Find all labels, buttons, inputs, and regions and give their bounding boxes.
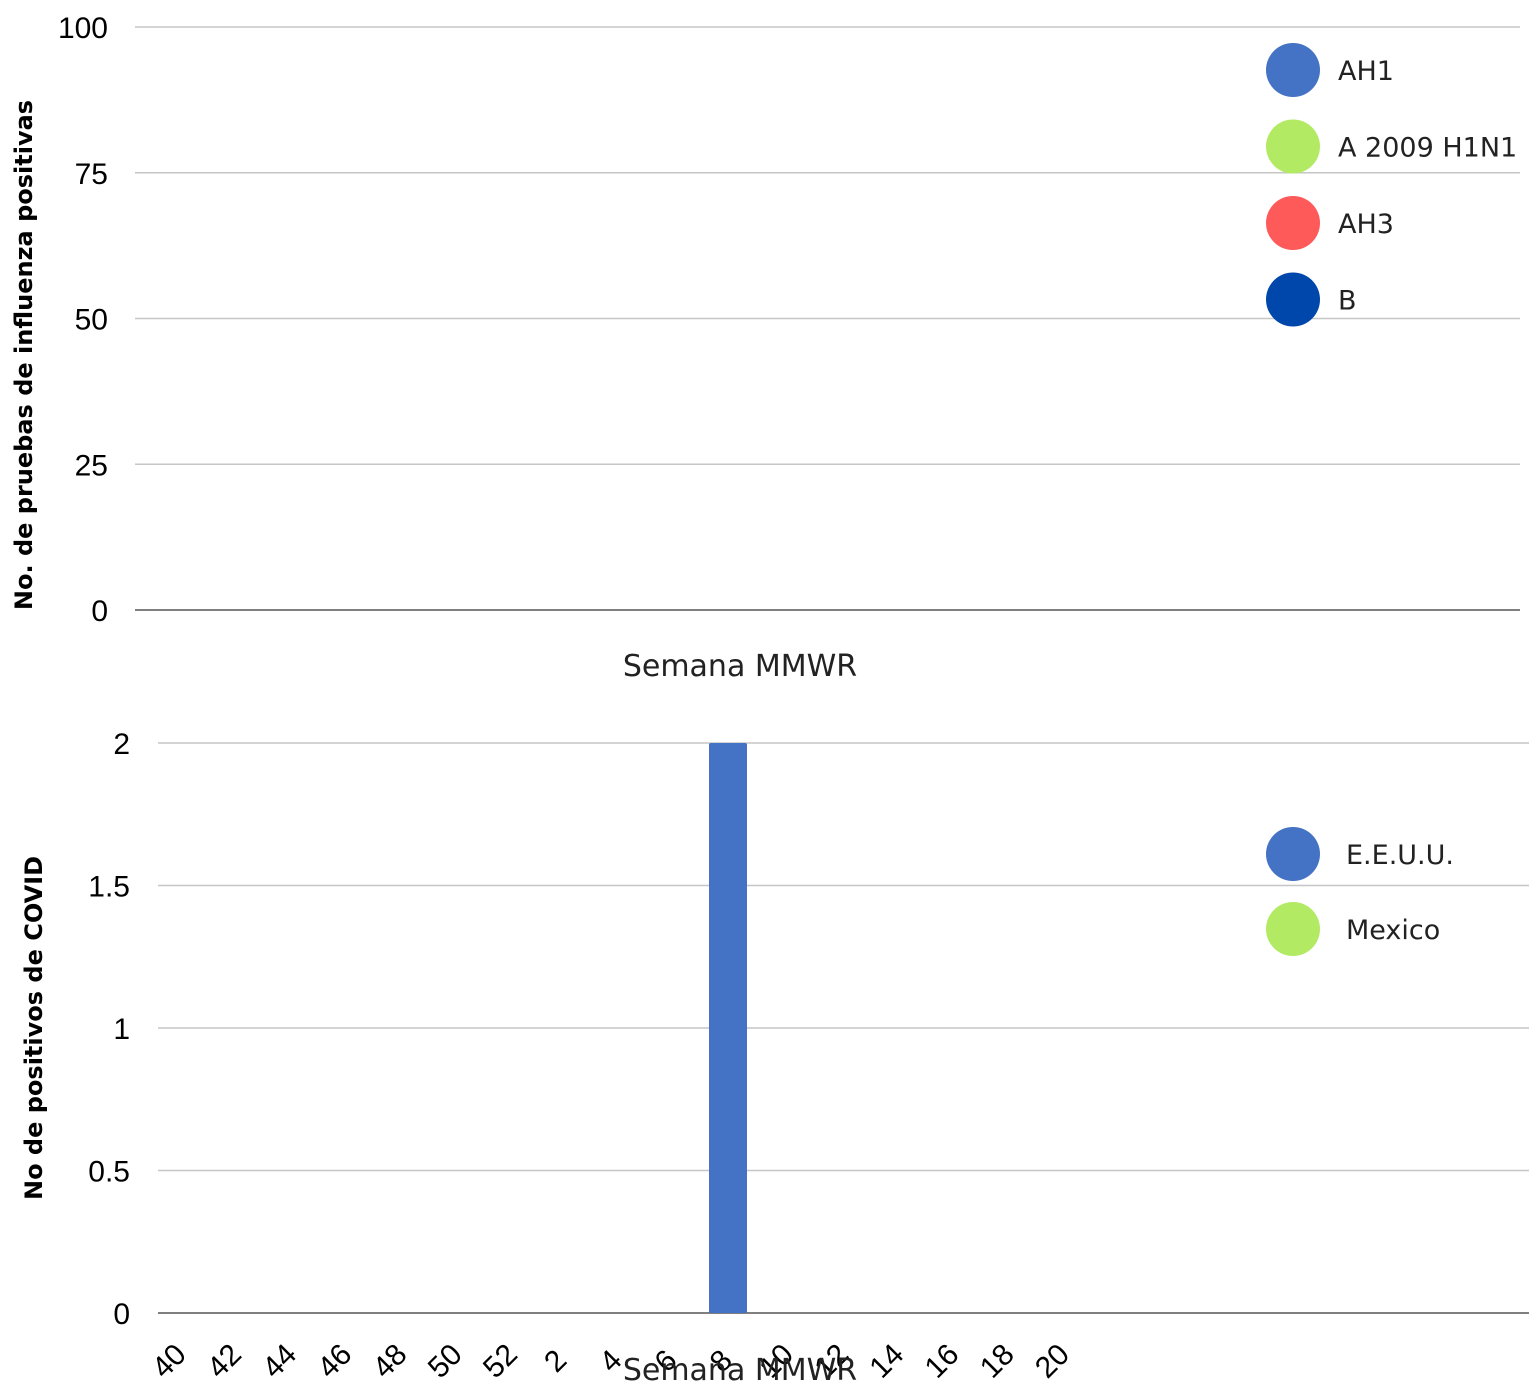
influenza-y-tick-label: 100 [58, 12, 108, 45]
covid-y-axis-title: No de positivos de COVID [20, 856, 48, 1200]
covid-y-tick-label: 1.5 [88, 871, 130, 904]
covid-legend-marker [1266, 902, 1320, 956]
covid-bars [709, 743, 747, 1313]
covid-y-ticks: 0 0.5 1 1.5 2 [88, 728, 130, 1331]
influenza-y-axis-title: No. de pruebas de influenza positivas [10, 100, 38, 610]
covid-x-ticks: 40 42 44 46 48 50 52 2 4 6 8 10 12 14 16 18 20 [146, 1338, 1076, 1385]
covid-x-tick-label: 42 [201, 1338, 248, 1385]
covid-gridlines [158, 742, 1529, 1314]
covid-x-tick-label: 16 [919, 1338, 966, 1385]
influenza-y-tick-label: 25 [75, 449, 108, 482]
covid-chart: 00.511.52 40 42 44 46 48 50 52 2 4 6 8 10 12 14 16 18 20… [20, 728, 1529, 1388]
influenza-x-axis-title: Semana MMWR [623, 649, 857, 684]
covid-x-tick-label: 48 [367, 1338, 414, 1385]
influenza-legend-label: B [1338, 286, 1357, 317]
covid-y-tick-label: 0.5 [88, 1156, 130, 1189]
influenza-chart: 0 25 50 75 100 No. de pruebas de influenza p… [10, 12, 1520, 684]
covid-legend-label: Mexico [1346, 915, 1440, 946]
influenza-y-ticks: 0 25 50 75 100 [58, 12, 108, 628]
covid-legend-label: E.E.U.U. [1346, 840, 1454, 871]
covid-legend: E.E.U.U. Mexico [1266, 827, 1454, 956]
influenza-y-tick-label: 0 [91, 595, 108, 628]
influenza-legend-marker [1266, 43, 1320, 97]
influenza-gridlines [135, 26, 1520, 611]
covid-x-tick-label: 50 [422, 1338, 469, 1385]
influenza-legend-marker [1266, 119, 1320, 174]
covid-y-tick-label: 2 [113, 728, 130, 761]
covid-x-tick-label: 20 [1029, 1338, 1076, 1385]
influenza-y-tick-label: 75 [75, 158, 108, 191]
covid-bar [709, 743, 747, 1313]
covid-legend-marker [1266, 827, 1320, 881]
covid-x-tick-label: 46 [311, 1338, 358, 1385]
influenza-legend-marker [1266, 272, 1320, 327]
covid-x-tick-label: 14 [863, 1338, 910, 1385]
influenza-legend-label: A 2009 H1N1 [1338, 133, 1517, 164]
influenza-legend-label: AH1 [1338, 56, 1394, 87]
influenza-legend-marker [1266, 196, 1320, 250]
covid-x-tick-label: 18 [974, 1338, 1021, 1385]
covid-x-tick-label: 44 [256, 1338, 303, 1385]
influenza-y-tick-label: 50 [75, 304, 108, 337]
covid-x-tick-label: 52 [477, 1338, 524, 1385]
covid-x-tick-label: 2 [538, 1344, 573, 1379]
covid-x-axis-title: Semana MMWR [623, 1353, 857, 1388]
influenza-legend-label: AH3 [1338, 209, 1394, 240]
covid-y-tick-label: 0 [113, 1298, 130, 1331]
covid-x-tick-label: 40 [146, 1338, 193, 1385]
influenza-legend: AH1 A 2009 H1N1 AH3 B [1266, 43, 1517, 327]
covid-y-tick-label: 1 [113, 1013, 130, 1046]
